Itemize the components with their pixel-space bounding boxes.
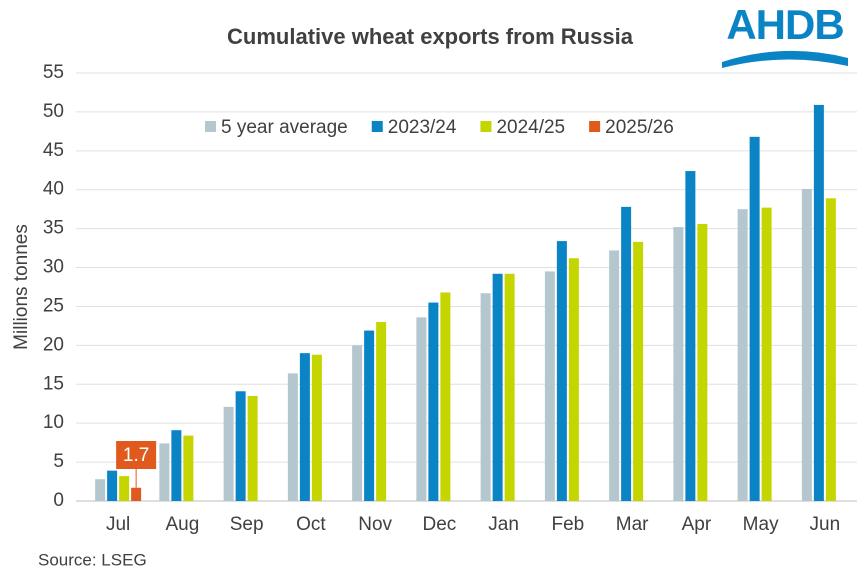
x-tick-label: Jun	[810, 514, 841, 535]
y-tick-label: 15	[43, 373, 64, 394]
legend-label: 2025/26	[605, 117, 674, 138]
legend-swatch	[589, 121, 601, 132]
legend-swatch	[205, 121, 216, 132]
y-tick-label: 5	[53, 451, 64, 472]
bar	[131, 487, 142, 501]
y-tick-label: 25	[43, 295, 64, 316]
bar	[633, 241, 644, 501]
x-tick-label: Sep	[230, 514, 264, 535]
label-box	[116, 441, 157, 469]
x-tick-label: Oct	[296, 514, 326, 535]
bar	[697, 223, 708, 501]
bar	[749, 136, 760, 501]
bar	[609, 250, 620, 501]
y-tick-label: 20	[43, 334, 64, 355]
y-tick-label: 30	[43, 257, 64, 278]
bar	[801, 188, 812, 501]
bar	[440, 292, 451, 501]
y-tick-label: 35	[43, 218, 64, 239]
bar	[159, 443, 170, 501]
bar	[480, 293, 491, 501]
bar	[556, 241, 567, 501]
bar	[235, 391, 246, 501]
x-tick-label: Aug	[165, 514, 199, 535]
logo-swoosh	[722, 50, 848, 68]
bar	[737, 209, 748, 501]
bar	[761, 207, 772, 501]
source: Source: LSEG	[38, 550, 147, 569]
data-label: 1.7	[123, 445, 149, 466]
bar	[287, 373, 298, 501]
y-tick-label: 40	[43, 179, 64, 200]
legend-label: 2024/25	[496, 117, 565, 138]
legend-swatch	[371, 121, 383, 132]
bar	[183, 435, 194, 501]
y-tick-label: 55	[43, 62, 64, 83]
x-tick-label: Feb	[552, 514, 585, 535]
bar	[685, 171, 696, 501]
y-axis-title: Millions tonnes	[11, 224, 32, 350]
bar	[223, 406, 234, 501]
legend-swatch	[480, 121, 492, 132]
x-tick-label: Jan	[488, 514, 519, 535]
logo: AHDB	[726, 1, 843, 48]
x-tick-label: Mar	[616, 514, 649, 535]
x-tick-label: Nov	[358, 514, 392, 535]
legend-label: 5 year average	[221, 117, 348, 138]
bar	[825, 198, 836, 501]
bar	[95, 479, 106, 501]
bar	[813, 104, 824, 501]
bar	[492, 273, 503, 501]
x-tick-label: Apr	[682, 514, 712, 535]
chart-title: Cumulative wheat exports from Russia	[227, 24, 634, 49]
bar	[171, 430, 182, 501]
bar	[311, 354, 322, 501]
bar	[416, 317, 427, 501]
bar	[673, 227, 684, 501]
bar	[352, 345, 363, 501]
bar	[119, 476, 130, 501]
x-tick-label: Jul	[106, 514, 130, 535]
y-tick-label: 0	[53, 490, 64, 511]
bar	[107, 470, 118, 501]
bar	[621, 206, 632, 501]
bar	[376, 322, 387, 501]
bar	[247, 395, 258, 501]
bar	[364, 330, 375, 501]
bar	[428, 302, 439, 501]
x-tick-label: May	[743, 514, 779, 535]
legend-label: 2023/24	[388, 117, 457, 138]
bar	[568, 258, 579, 501]
bar	[299, 353, 310, 501]
y-tick-label: 50	[43, 101, 64, 122]
y-tick-label: 45	[43, 140, 64, 161]
bar	[504, 273, 515, 501]
bar	[544, 271, 555, 501]
x-tick-label: Dec	[422, 514, 456, 535]
y-tick-label: 10	[43, 412, 64, 433]
